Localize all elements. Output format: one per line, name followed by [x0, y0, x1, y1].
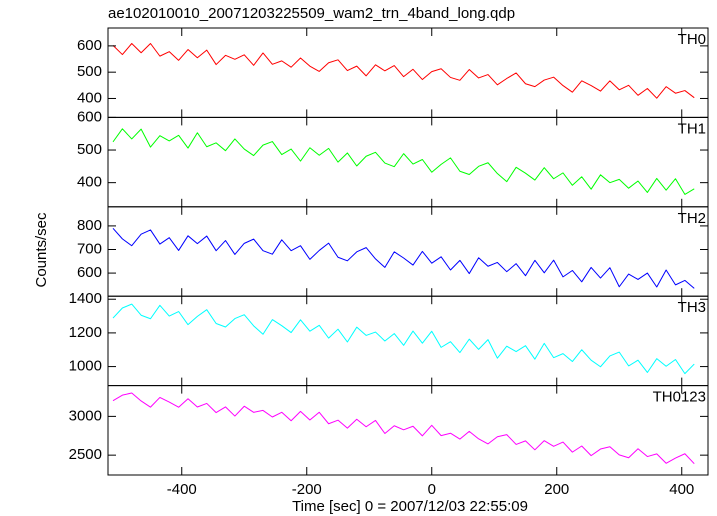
y-tick-label: 700 — [77, 240, 102, 257]
chart-title: ae102010010_20071203225509_wam2_trn_4ban… — [108, 5, 515, 22]
y-tick-label: 1200 — [69, 324, 102, 341]
series-line — [112, 303, 695, 375]
panel-label: TH2 — [678, 210, 706, 227]
x-tick-label: -400 — [167, 481, 197, 498]
panel-frame — [107, 295, 709, 387]
series-line — [112, 392, 695, 465]
x-tick-label: -200 — [292, 481, 322, 498]
y-tick-label: 600 — [77, 37, 102, 54]
y-tick-label: 500 — [77, 141, 102, 158]
y-tick-label: 3000 — [69, 407, 102, 424]
y-tick-label: 400 — [77, 89, 102, 106]
x-tick-label: 200 — [544, 481, 569, 498]
y-tick-label: 400 — [77, 174, 102, 191]
y-axis-label: Counts/sec — [33, 212, 50, 288]
panel-label: TH3 — [678, 299, 706, 316]
panel-label: TH0 — [678, 31, 706, 48]
y-tick-label: 2500 — [69, 446, 102, 463]
series-line — [112, 128, 695, 195]
y-tick-label: 500 — [77, 63, 102, 80]
x-tick-label: 0 — [428, 481, 436, 498]
series-line — [112, 43, 695, 99]
panel-label: TH1 — [678, 120, 706, 137]
x-tick-label: 400 — [669, 481, 694, 498]
y-tick-label: 600 — [77, 108, 102, 125]
y-tick-label: 1400 — [69, 290, 102, 307]
series-line — [112, 227, 695, 289]
panel-frame — [107, 206, 709, 297]
x-axis-label: Time [sec] 0 = 2007/12/03 22:55:09 — [292, 498, 528, 515]
y-tick-label: 1000 — [69, 358, 102, 375]
panel-frame — [107, 116, 709, 208]
panel-frame — [107, 385, 709, 476]
panel-label: TH0123 — [653, 389, 706, 406]
y-tick-label: 600 — [77, 264, 102, 281]
y-tick-label: 800 — [77, 217, 102, 234]
